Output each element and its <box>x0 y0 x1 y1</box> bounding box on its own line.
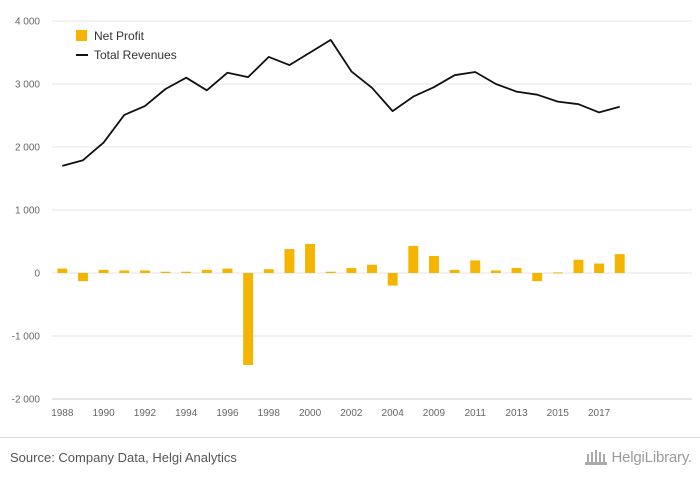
x-tick-label: 1992 <box>134 408 157 419</box>
x-tick-label: 2000 <box>299 408 322 419</box>
x-tick-label: 1988 <box>51 408 74 419</box>
net-profit-bar <box>367 264 377 273</box>
net-profit-bar <box>594 263 605 273</box>
x-tick-label: 2009 <box>423 408 446 419</box>
net-profit-bar <box>552 272 563 274</box>
x-tick-label: 2002 <box>340 408 363 419</box>
x-tick-label: 2017 <box>588 408 611 419</box>
x-tick-label: 1994 <box>175 408 198 419</box>
gridlines <box>52 20 692 400</box>
brand-name: HelgiLibrary. <box>611 448 693 466</box>
net-profit-bar <box>78 273 88 282</box>
net-profit-bar <box>325 271 336 273</box>
y-tick-label: -1 000 <box>12 332 41 343</box>
legend-total-revenues-label: Total Revenues <box>94 48 177 62</box>
library-building-icon <box>584 450 607 465</box>
net-profit-bar <box>408 245 419 273</box>
x-axis-ticks: 1988 1990 1992 1994 1996 1998 2000 2002 2004 2009… <box>51 408 610 419</box>
net-profit-bar <box>573 259 584 273</box>
net-profit-bar <box>119 270 130 273</box>
source-note: Source: Company Data, Helgi Analytics <box>10 450 237 465</box>
net-profit-bar <box>160 271 171 273</box>
net-profit-bar <box>449 269 460 273</box>
brand-logo[interactable]: HelgiLibrary. <box>584 448 693 466</box>
total-revenues-line <box>62 39 620 167</box>
net-profit-bar <box>305 244 316 273</box>
legend-net-profit-swatch <box>76 30 87 41</box>
net-profit-bar <box>284 249 295 273</box>
net-profit-bar <box>532 273 543 282</box>
y-tick-label: 4 000 <box>15 17 40 28</box>
x-tick-label: 1998 <box>258 408 281 419</box>
x-tick-label: 2015 <box>547 408 570 419</box>
net-profit-bar <box>222 268 233 273</box>
net-profit-bar <box>387 273 398 286</box>
x-tick-label: 1996 <box>216 408 239 419</box>
y-axis-ticks: -2 000 -1 000 0 1 000 2 000 3 000 4 000 <box>12 17 41 406</box>
net-profit-bar <box>139 270 150 273</box>
y-tick-label: 0 <box>34 269 40 280</box>
net-profit-bar <box>346 267 357 273</box>
legend-net-profit-label: Net Profit <box>94 29 145 43</box>
x-tick-label: 2004 <box>382 408 405 419</box>
net-profit-bar <box>511 267 522 273</box>
y-tick-label: 3 000 <box>15 80 40 91</box>
net-profit-bar <box>98 269 109 273</box>
x-tick-label: 1990 <box>92 408 115 419</box>
net-profit-bar <box>614 254 625 273</box>
x-tick-label: 2013 <box>505 408 528 419</box>
footer-divider <box>0 437 700 438</box>
net-profit-bar <box>263 269 274 273</box>
net-profit-bar <box>490 270 501 273</box>
y-tick-label: 2 000 <box>15 143 40 154</box>
net-profit-bar <box>470 260 481 273</box>
legend: Net Profit Total Revenues <box>76 29 177 62</box>
net-profit-bar <box>428 255 439 273</box>
net-profit-bar <box>181 271 192 273</box>
net-profit-bar <box>57 268 68 273</box>
y-tick-label: -2 000 <box>12 395 41 406</box>
x-tick-label: 2011 <box>464 408 486 419</box>
y-tick-label: 1 000 <box>15 206 40 217</box>
net-profit-bar <box>243 273 254 365</box>
net-profit-bars <box>57 244 625 365</box>
net-profit-bar <box>201 269 212 273</box>
